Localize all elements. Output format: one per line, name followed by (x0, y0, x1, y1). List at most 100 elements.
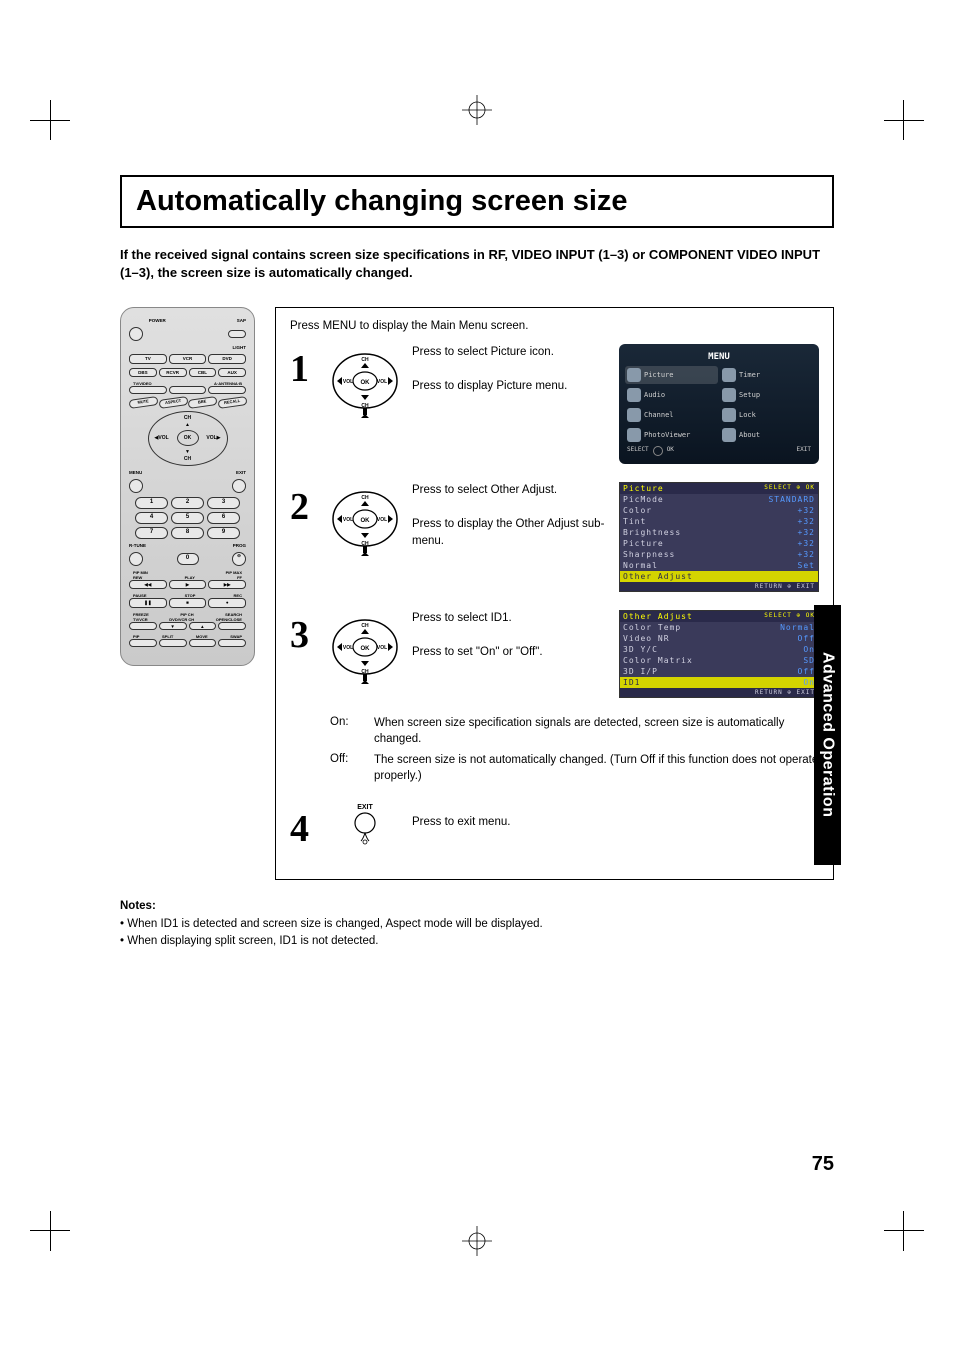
remote-sap-button (228, 330, 246, 338)
remote-rtune-button (129, 552, 143, 566)
osd-list-row: ID1On (620, 677, 818, 688)
remote-button: ▶ (169, 580, 207, 589)
intro-text: If the received signal contains screen s… (120, 246, 834, 282)
step-text: Press to display the Other Adjust sub-me… (412, 516, 607, 548)
note-item: When ID1 is detected and screen size is … (120, 916, 834, 933)
osd-menu-item: Picture (625, 366, 718, 384)
content-row: POWERSAP LIGHT TVVCRDVD DBSRCVRCBLAUX TV… (120, 307, 834, 879)
svg-text:VOL: VOL (377, 517, 387, 523)
step-number: 4 (290, 810, 316, 848)
svg-text:VOL: VOL (377, 379, 387, 385)
osd-menu-item: About (720, 426, 813, 444)
remote-light-label: LIGHT (133, 345, 246, 350)
remote-button (208, 386, 246, 394)
on-description: On:When screen size specification signal… (330, 716, 819, 747)
remote-button: DVD (208, 354, 246, 363)
osd-list-row: Color TempNormal (620, 622, 818, 633)
step: 2 OK CH CH VOL VOL Press to select Other… (290, 482, 819, 592)
registration-mark (462, 95, 492, 125)
osd-menu-item: PhotoViewer (625, 426, 718, 444)
remote-numpad-button: 7 (135, 527, 168, 539)
remote-button (129, 639, 157, 647)
osd-list-row: PicModeSTANDARD (620, 494, 818, 505)
remote-prog-button: ⊖ (232, 552, 246, 566)
remote-label: MOVE (196, 634, 208, 639)
remote-button (159, 639, 187, 647)
remote-power-label: POWER (129, 318, 186, 323)
remote-button (129, 386, 167, 394)
osd-list-row: Color+32 (620, 505, 818, 516)
osd-menu-item: Timer (720, 366, 813, 384)
osd-list-row: Other Adjust (620, 571, 818, 582)
page-title: Automatically changing screen size (136, 185, 818, 218)
remote-rtune-label: R-TUNE (129, 543, 186, 548)
svg-text:CH: CH (361, 495, 369, 501)
remote-button: ■ (169, 598, 207, 607)
page-title-box: Automatically changing screen size (120, 175, 834, 228)
remote-button (218, 622, 246, 630)
svg-text:VOL: VOL (343, 517, 353, 523)
osd-main-menu: MENU PictureTimerAudioSetupChannelLockPh… (619, 344, 819, 464)
remote-numpad-button: 6 (207, 512, 240, 524)
osd-submenu: Other AdjustSELECT ⊕ OK Color TempNormal… (619, 610, 819, 698)
svg-text:OK: OK (361, 646, 371, 652)
step-text: Press to display Picture menu. (412, 378, 607, 394)
step-number: 3 (290, 616, 316, 654)
remote-exit-label: EXIT (189, 470, 247, 475)
section-tab: Advanced Operation (814, 605, 841, 865)
remote-label: OPEN/CLOSE (216, 617, 242, 622)
svg-text:CH: CH (361, 357, 369, 363)
svg-text:VOL: VOL (377, 645, 387, 651)
remote-button: CBL (189, 368, 217, 377)
remote-button: ● (208, 598, 246, 607)
note-item: When displaying split screen, ID1 is not… (120, 933, 834, 950)
remote-button: TV (129, 354, 167, 363)
remote-button (129, 622, 157, 630)
remote-button (218, 639, 246, 647)
remote-numpad-button: 3 (207, 497, 240, 509)
osd-list-row: Brightness+32 (620, 527, 818, 538)
exit-button-icon (352, 811, 378, 845)
remote-label: SPLIT (162, 634, 173, 639)
remote-button (169, 386, 207, 394)
remote-vol-label: VOL (206, 435, 216, 441)
remote-button: ASPECT (158, 396, 187, 409)
exit-label: EXIT (357, 804, 373, 811)
remote-label: TV/VCR (133, 617, 148, 622)
steps-box: Press MENU to display the Main Menu scre… (275, 307, 834, 879)
remote-power-button (129, 327, 143, 341)
page-number: 75 (812, 1153, 834, 1176)
osd-list-row: 3D I/POff (620, 666, 818, 677)
remote-exit-button (232, 479, 246, 493)
remote-ch-label: CH (184, 456, 191, 462)
svg-text:CH: CH (361, 623, 369, 629)
osd-menu-item: Channel (625, 406, 718, 424)
svg-text:OK: OK (361, 380, 371, 386)
osd-menu-item: Lock (720, 406, 813, 424)
remote-numpad-button: 2 (171, 497, 204, 509)
remote-button: DBS (129, 368, 157, 377)
remote-label: PIP (133, 634, 139, 639)
step: 3 OK CH CH VOL VOL Press to select ID1.P… (290, 610, 819, 698)
page-content: Automatically changing screen size If th… (120, 175, 834, 1176)
remote-prog-label: PROG (190, 543, 247, 548)
notes-title: Notes: (120, 900, 834, 912)
remote-button: RCVR (159, 368, 187, 377)
svg-text:VOL: VOL (343, 645, 353, 651)
remote-label: DVD/VCR CH (169, 617, 194, 622)
remote-nav-ring: CH ▲ ◀VOL VOL▶ OK ▼ CH (148, 411, 228, 466)
remote-label: SWAP (230, 634, 242, 639)
remote-button: ▼ (159, 622, 187, 630)
nav-ring-icon: OK CH CH VOL VOL (330, 482, 400, 557)
step-text: Press to select Other Adjust. (412, 482, 607, 498)
remote-sap-label: SAP (190, 318, 247, 323)
osd-submenu: PictureSELECT ⊕ OK PicModeSTANDARDColor+… (619, 482, 819, 592)
step-text: Press to select ID1. (412, 610, 607, 626)
remote-menu-button (129, 479, 143, 493)
step-number: 1 (290, 350, 316, 388)
step: 4EXIT Press to exit menu. (290, 804, 819, 848)
remote-zero-button: 0 (177, 553, 199, 564)
osd-menu-item: Audio (625, 386, 718, 404)
nav-ring-icon: OK CH CH VOL VOL (330, 344, 400, 419)
remote-button: AUX (218, 368, 246, 377)
